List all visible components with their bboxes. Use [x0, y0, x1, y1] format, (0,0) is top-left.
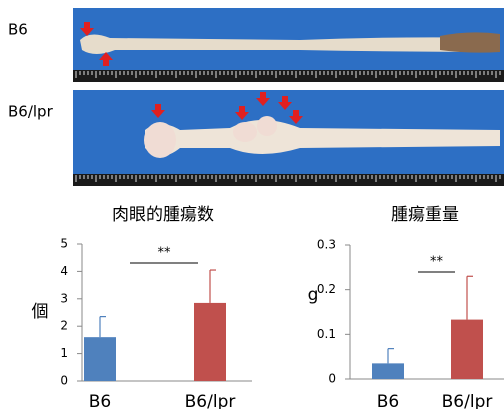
y-tick-label: 3 — [60, 291, 68, 305]
significance-label: ** — [158, 246, 172, 261]
panel-label: B6/lpr — [8, 103, 54, 121]
chart-title: 腫瘍重量 — [391, 205, 459, 225]
tumor — [144, 122, 176, 158]
figure: B6 B6/lpr 肉眼的腫瘍数個012345B6B6/lpr**腫瘍重量g00… — [0, 0, 504, 409]
chart: B6 B6/lpr 肉眼的腫瘍数個012345B6B6/lpr**腫瘍重量g00… — [0, 0, 504, 409]
bar — [194, 303, 226, 381]
y-axis-label: 個 — [32, 302, 49, 322]
y-tick-label: 4 — [60, 264, 68, 278]
x-tick-label: B6/lpr — [442, 392, 493, 409]
chart-title: 肉眼的腫瘍数 — [112, 205, 214, 225]
tissue — [440, 32, 500, 52]
y-tick-label: 0.2 — [317, 282, 336, 296]
bar — [372, 363, 404, 379]
bar — [84, 337, 116, 381]
y-tick-label: 2 — [60, 319, 68, 333]
y-tick-label: 0 — [60, 374, 68, 388]
y-tick-label: 1 — [60, 346, 68, 360]
y-tick-label: 5 — [60, 237, 68, 251]
y-tick-label: 0.1 — [317, 327, 336, 341]
x-tick-label: B6 — [377, 392, 399, 409]
tumor — [257, 116, 277, 136]
significance-label: ** — [430, 255, 444, 270]
panel-label: B6 — [8, 21, 28, 39]
x-tick-label: B6/lpr — [185, 392, 236, 409]
y-tick-label: 0 — [328, 372, 336, 386]
bar — [451, 320, 483, 379]
photo-b6 — [73, 8, 504, 82]
tumor — [233, 122, 257, 142]
y-tick-label: 0.3 — [317, 238, 336, 252]
x-tick-label: B6 — [89, 392, 111, 409]
